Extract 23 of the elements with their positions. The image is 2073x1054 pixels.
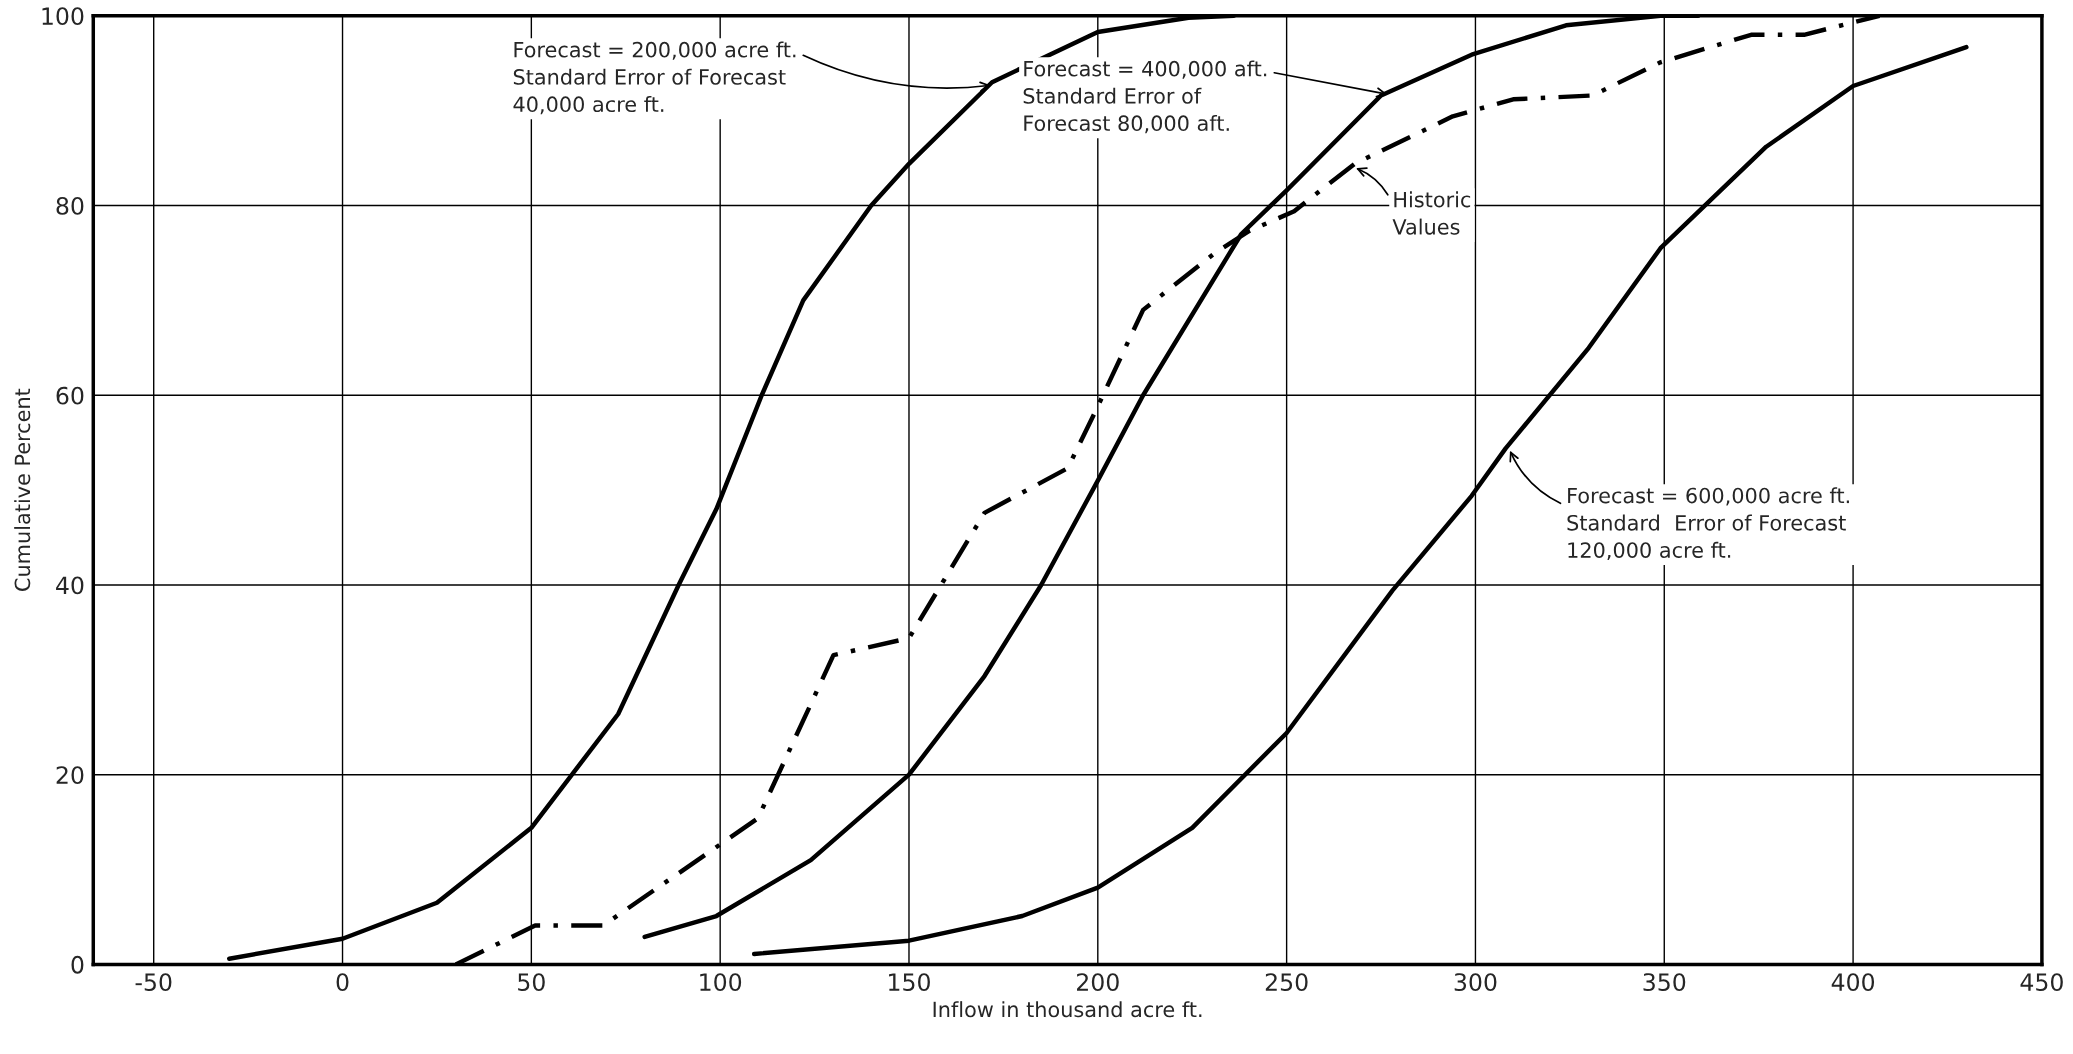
y-tick-label: 80	[56, 196, 84, 215]
x-tick-label: 300	[1454, 973, 1497, 992]
annotation: Historic Values	[1392, 191, 1471, 235]
y-axis-title: Cumulative Percent	[14, 388, 31, 591]
y-tick-label: 0	[71, 955, 84, 974]
x-tick-label: 0	[336, 973, 349, 992]
annotation: Forecast = 200,000 acre ft. Standard Error of Forecast 40,000 acre ft.	[513, 41, 796, 115]
x-tick-label: 100	[700, 973, 742, 992]
x-tick-label: -50	[135, 973, 172, 992]
x-tick-label: 200	[1077, 973, 1119, 992]
x-tick-label: 50	[518, 973, 545, 992]
x-tick-label: 250	[1265, 973, 1308, 992]
y-tick-label: 100	[42, 7, 84, 26]
x-tick-label: 350	[1643, 973, 1686, 992]
y-tick-label: 20	[56, 766, 84, 784]
x-axis-title: Inflow in thousand acre ft.	[933, 1001, 1202, 1018]
x-tick-label: 450	[2020, 973, 2063, 992]
y-tick-label: 40	[56, 576, 84, 595]
x-tick-label: 150	[889, 973, 930, 992]
x-tick-label: 400	[1831, 973, 1875, 992]
annotation: Forecast = 600,000 acre ft. Standard Error of Forecast 120,000 acre ft.	[1567, 487, 1849, 561]
annotation: Forecast = 400,000 aft. Standard Error of Forecast 80,000 aft.	[1023, 60, 1267, 134]
y-tick-label: 60	[56, 386, 84, 405]
